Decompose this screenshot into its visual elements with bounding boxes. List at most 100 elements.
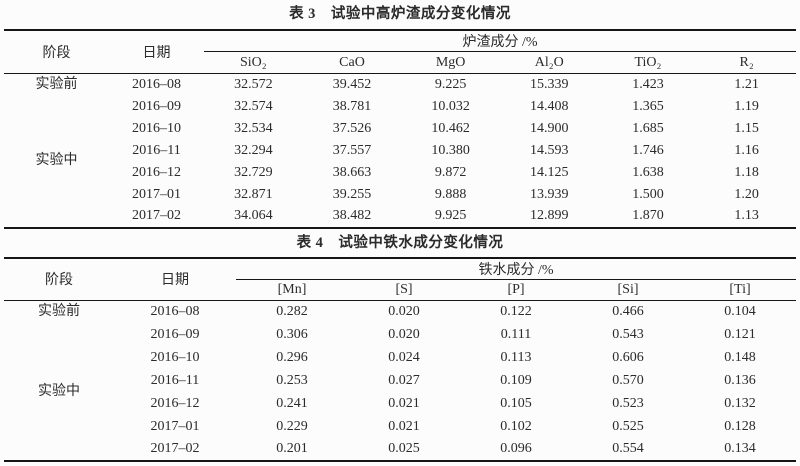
value-cell: 38.781 — [332, 98, 372, 114]
value-cell: 0.134 — [724, 441, 756, 456]
table-row: 2017–02 0.201 0.025 0.096 0.554 0.134 — [4, 438, 796, 461]
value-cell: 0.104 — [724, 303, 756, 319]
date-cell: 2016–08 — [150, 303, 200, 319]
table4-col-si: [Si] — [572, 279, 684, 301]
table3-date-header: 日期 — [109, 30, 204, 74]
table-row: 实验中 2016–09 32.574 38.781 10.032 14.408 … — [4, 96, 796, 168]
value-cell: 1.746 — [632, 142, 664, 158]
value-cell: 0.020 — [388, 303, 420, 319]
value-cell: 0.282 — [276, 303, 308, 319]
value-cell: 0.096 — [500, 441, 532, 456]
value-cell: 0.021 — [388, 418, 420, 434]
value-cell: 1.18 — [734, 164, 759, 180]
value-cell: 14.900 — [530, 120, 569, 136]
table4-hot-metal-composition: 阶段 日期 铁水成分 /% [Mn] [S] [P] [Si] [Ti] 实验前… — [4, 256, 796, 462]
value-cell: 0.466 — [612, 303, 644, 319]
value-cell: 0.606 — [612, 349, 644, 365]
value-cell: 1.15 — [734, 120, 759, 136]
table4-date-header: 日期 — [114, 257, 236, 301]
date-cell: 2016–11 — [132, 142, 181, 158]
table-row: 2016–12 0.241 0.021 0.105 0.523 0.132 — [4, 392, 796, 415]
value-cell: 1.16 — [734, 142, 759, 158]
date-cell: 2016–12 — [132, 164, 181, 180]
value-cell: 39.452 — [332, 76, 372, 92]
table-row: 2017–01 32.871 39.255 9.888 13.939 1.500… — [4, 184, 796, 206]
value-cell: 0.570 — [612, 372, 644, 388]
value-cell: 37.557 — [332, 142, 372, 158]
value-cell: 1.21 — [734, 76, 759, 92]
value-cell: 9.925 — [434, 208, 467, 223]
value-cell: 32.871 — [234, 186, 273, 202]
table3-col-cao: CaO — [302, 51, 402, 74]
value-cell: 0.027 — [388, 372, 420, 388]
value-cell: 9.888 — [434, 186, 467, 202]
date-cell: 2017–02 — [150, 441, 200, 456]
value-cell: 32.574 — [234, 98, 273, 114]
value-cell: 1.638 — [632, 164, 664, 180]
value-cell: 32.534 — [234, 120, 273, 136]
value-cell: 34.064 — [234, 208, 273, 223]
value-cell: 0.132 — [724, 395, 756, 411]
value-cell: 10.462 — [431, 120, 470, 136]
value-cell: 1.19 — [734, 98, 759, 114]
table-row: 实验前 2016–08 0.282 0.020 0.122 0.466 0.10… — [4, 300, 796, 323]
value-cell: 15.339 — [530, 76, 569, 92]
table3-col-r2: R₂ — [697, 51, 796, 74]
value-cell: 0.554 — [612, 441, 644, 456]
value-cell: 1.685 — [632, 120, 664, 136]
value-cell: 0.102 — [500, 418, 532, 434]
value-cell: 10.380 — [431, 142, 470, 158]
value-cell: 0.306 — [276, 326, 308, 342]
value-cell: 0.201 — [276, 441, 308, 456]
date-cell: 2016–09 — [132, 98, 181, 114]
value-cell: 0.020 — [388, 326, 420, 342]
value-cell: 0.111 — [500, 326, 532, 342]
date-cell: 2016–10 — [132, 120, 181, 136]
table4-col-p: [P] — [460, 279, 572, 301]
value-cell: 14.125 — [530, 164, 569, 180]
date-cell: 2016–08 — [132, 76, 181, 92]
table-row: 2017–01 0.229 0.021 0.102 0.525 0.128 — [4, 415, 796, 438]
stage-label-before: 实验前 — [38, 303, 80, 319]
date-cell: 2016–11 — [150, 372, 200, 388]
value-cell: 32.294 — [234, 142, 273, 158]
value-cell: 1.13 — [734, 208, 759, 223]
value-cell: 9.225 — [434, 76, 467, 92]
table4-col-s: [S] — [348, 279, 460, 301]
table4-col-mn: [Mn] — [236, 279, 348, 301]
table-row: 实验中 2016–09 0.306 0.020 0.111 0.543 0.12… — [4, 323, 796, 398]
value-cell: 37.526 — [332, 120, 372, 136]
value-cell: 1.500 — [632, 186, 664, 202]
table4-group-header: 铁水成分 /% — [236, 257, 796, 280]
value-cell: 1.20 — [734, 186, 759, 202]
value-cell: 0.021 — [388, 395, 420, 411]
value-cell: 0.128 — [724, 418, 756, 434]
table3-title: 表 3 试验中高炉渣成分变化情况 — [289, 6, 511, 22]
value-cell: 9.872 — [434, 164, 467, 180]
value-cell: 0.024 — [388, 349, 420, 365]
table-row: 2017–02 34.064 38.482 9.925 12.899 1.870… — [4, 206, 796, 228]
value-cell: 0.148 — [724, 349, 756, 365]
value-cell: 0.543 — [612, 326, 644, 342]
stage-label-during: 实验中 — [38, 383, 80, 399]
value-cell: 14.593 — [530, 142, 569, 158]
stage-label-during: 实验中 — [35, 153, 78, 168]
stage-label-before: 实验前 — [35, 76, 78, 92]
value-cell: 0.241 — [276, 395, 308, 411]
date-cell: 2017–01 — [150, 418, 200, 434]
value-cell: 32.572 — [234, 76, 273, 92]
date-cell: 2016–12 — [150, 395, 200, 411]
value-cell: 0.136 — [724, 372, 756, 388]
value-cell: 12.899 — [530, 208, 569, 223]
table-row: 实验前 2016–08 32.572 39.452 9.225 15.339 1… — [4, 74, 796, 96]
value-cell: 0.025 — [388, 441, 420, 456]
table4-col-ti: [Ti] — [684, 279, 796, 301]
value-cell: 0.113 — [500, 349, 532, 365]
table3-stage-header: 阶段 — [4, 30, 109, 74]
value-cell: 10.032 — [431, 98, 470, 114]
value-cell: 13.939 — [530, 186, 569, 202]
value-cell: 1.423 — [632, 76, 664, 92]
value-cell: 39.255 — [332, 186, 372, 202]
value-cell: 0.229 — [276, 418, 308, 434]
